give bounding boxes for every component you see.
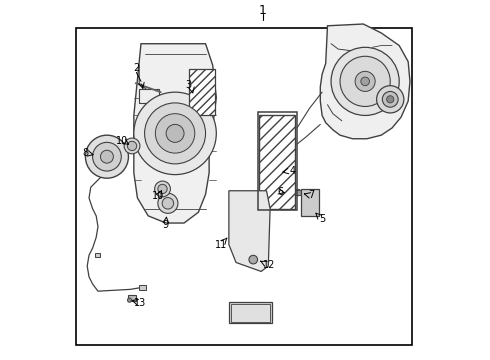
Circle shape (124, 138, 140, 154)
Bar (229, 302, 272, 323)
Circle shape (100, 150, 113, 163)
Bar (100, 150, 105, 163)
Text: 13: 13 (134, 298, 147, 308)
Circle shape (377, 86, 404, 113)
Bar (259, 116, 295, 209)
Circle shape (93, 142, 122, 171)
Circle shape (85, 135, 128, 178)
Circle shape (134, 92, 216, 175)
Bar (280, 187, 292, 196)
Circle shape (166, 125, 184, 142)
Bar (128, 296, 136, 301)
Text: 12: 12 (263, 260, 275, 270)
Text: 6: 6 (278, 187, 284, 197)
Circle shape (162, 198, 173, 209)
Circle shape (158, 184, 167, 194)
Bar (139, 89, 159, 103)
Circle shape (145, 103, 205, 164)
Bar (190, 69, 215, 116)
Text: 11: 11 (215, 239, 227, 249)
Polygon shape (320, 24, 410, 139)
Circle shape (340, 56, 390, 107)
Bar (96, 253, 100, 257)
Polygon shape (134, 44, 216, 223)
Circle shape (295, 189, 301, 196)
Text: 3: 3 (186, 80, 192, 90)
Circle shape (355, 71, 375, 91)
Circle shape (249, 255, 258, 264)
Circle shape (382, 91, 398, 107)
Bar (231, 304, 270, 321)
Bar (258, 112, 297, 211)
Circle shape (387, 96, 394, 103)
Text: 7: 7 (308, 190, 315, 201)
Circle shape (127, 298, 132, 302)
Circle shape (155, 114, 195, 153)
Circle shape (155, 181, 171, 197)
Bar (294, 190, 303, 195)
Text: 5: 5 (319, 215, 325, 224)
Text: 9: 9 (162, 220, 169, 230)
Text: 1: 1 (259, 4, 267, 17)
Text: 8: 8 (82, 148, 89, 158)
Circle shape (158, 193, 178, 213)
Circle shape (331, 47, 399, 116)
Text: 10: 10 (116, 136, 128, 145)
Text: 4: 4 (289, 166, 295, 176)
Bar (300, 189, 318, 216)
Polygon shape (229, 191, 270, 271)
Text: 2: 2 (133, 63, 140, 73)
Bar (76, 28, 412, 345)
Circle shape (361, 77, 369, 86)
Text: 10: 10 (152, 191, 164, 201)
Circle shape (127, 141, 137, 150)
Bar (139, 285, 146, 291)
